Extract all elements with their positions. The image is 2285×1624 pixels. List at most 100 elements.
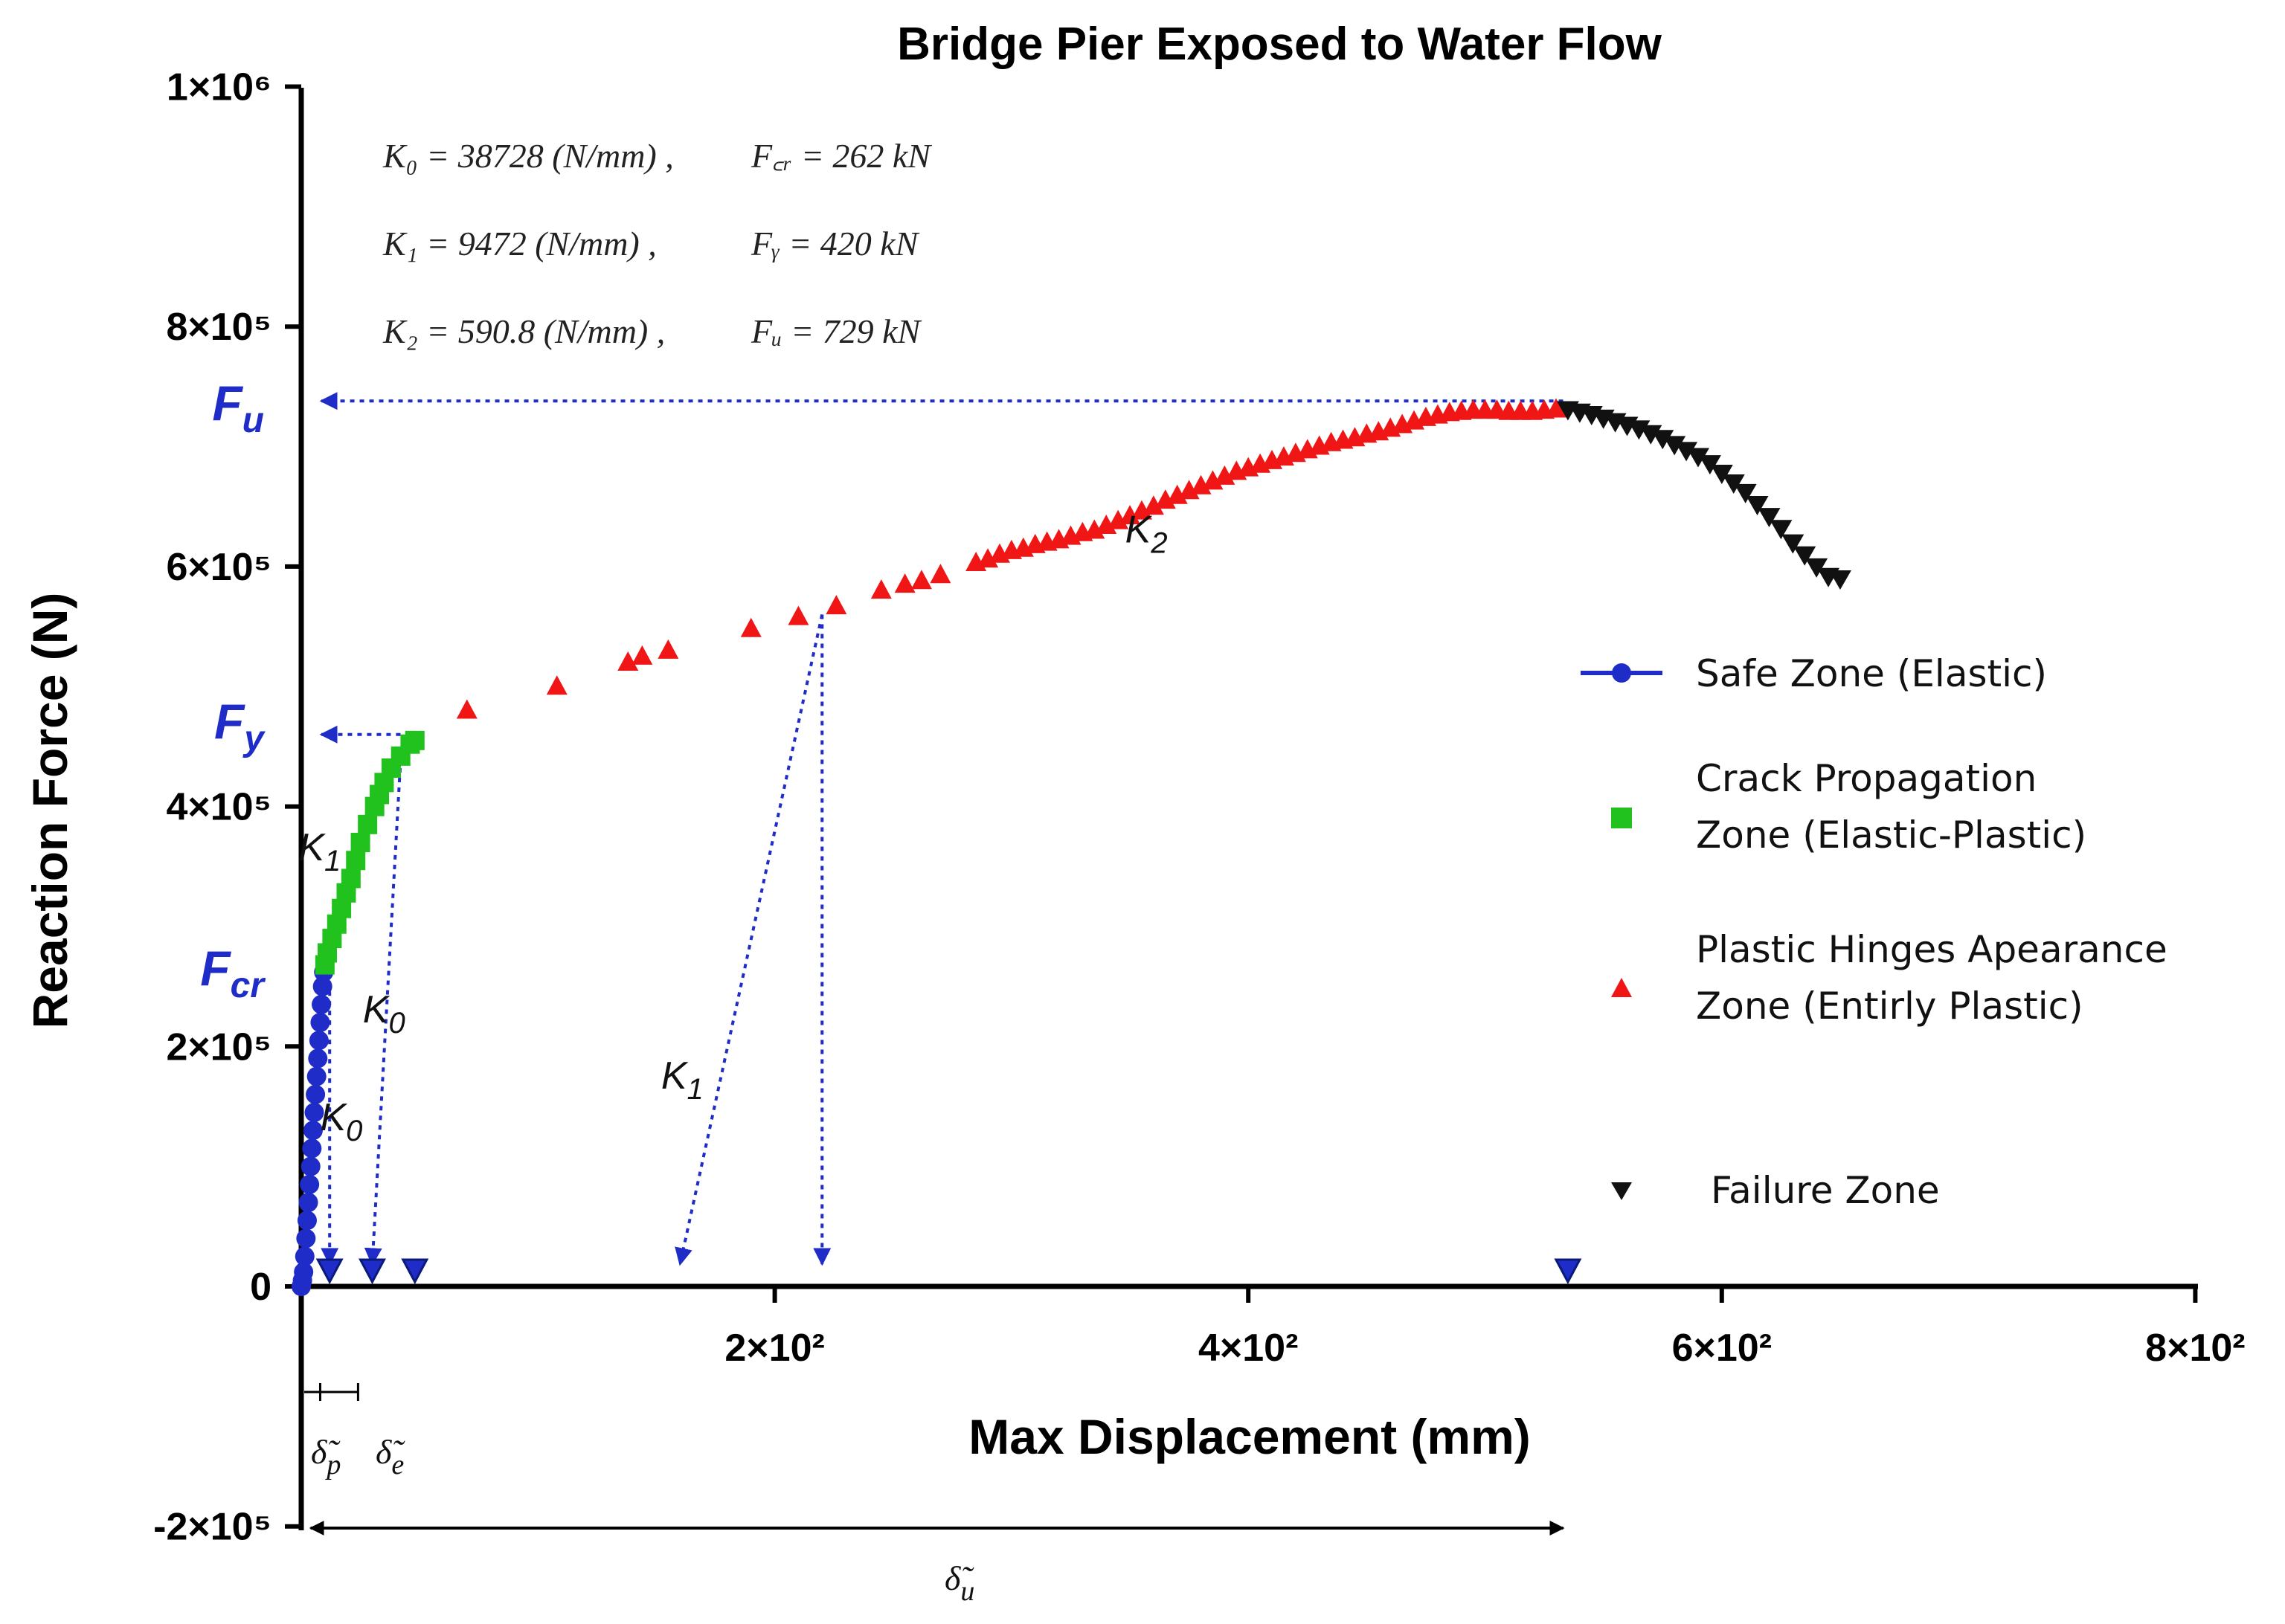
stiffness-label-4: K2 [1125,509,1168,560]
series-0-point-4 [296,1228,316,1248]
series-3-point-20 [1793,546,1816,566]
x-axis: 2×10² 4×10² 6×10² 8×10² [301,1283,2246,1370]
legend-marker-2 [1611,978,1632,997]
legend-marker-3 [1611,1182,1632,1200]
series-1-point-8 [350,833,370,853]
series-2-point-27 [1142,495,1164,515]
x-tick-label-1: 4×10² [1198,1327,1298,1370]
x-tick-label-0: 2×10² [724,1327,824,1370]
series-0-point-11 [304,1103,324,1123]
legend: Safe Zone (Elastic) Crack Propagation Zone… [1581,652,2167,1212]
series-1-point-16 [405,730,425,750]
legend-marker-0 [1612,663,1631,683]
series-0-point-16 [310,1013,330,1033]
legend-label-1-0: Crack Propagation [1696,757,2037,800]
failure-marker-0 [315,1258,344,1285]
series-3-point-12 [1698,455,1721,475]
stiffness-label-1: K0 [363,988,405,1040]
failure-marker-1 [358,1258,386,1285]
series-0-point-10 [303,1121,323,1141]
series-3-point-13 [1710,465,1733,485]
series-3-point-8 [1651,430,1674,450]
chart-title: Bridge Pier Exposed to Water Flow [897,19,1662,70]
annotation-k-1: K₁ = 9472 (N/mm) , [382,225,657,262]
series-0-point-6 [298,1193,318,1213]
k1-unload-guide-line [675,614,824,1266]
series-2-point-9 [894,573,916,593]
series-2-point-2 [617,651,639,671]
series-2-point-10 [910,570,932,590]
y-tick-label-6: 1×10⁶ [167,66,271,109]
legend-label-2-1: Zone (Entirly Plastic) [1696,985,2083,1028]
y-tick-label-4: 6×10⁵ [166,546,271,589]
annotation-f-2: Fᵤ = 729 kN [751,312,922,350]
series-0-point-17 [312,994,332,1014]
guide-lines [319,392,1563,1266]
series-2-point-0 [456,699,478,719]
failure-marker-2 [401,1258,429,1285]
x-tick-label-2: 6×10² [1672,1327,1772,1370]
annotation-f-0: F꜀ᵣ = 262 kN [751,137,932,175]
stiffness-label-0: K0 [320,1096,362,1147]
series-3-point-14 [1722,474,1745,494]
y-tick-label-0: -2×10⁵ [153,1506,271,1549]
series-0-point-14 [308,1048,328,1069]
series-2-point-7 [826,595,847,615]
series-0-point-15 [309,1031,329,1051]
series-1-point-6 [341,869,361,889]
force-label-fu: Fu [212,376,264,440]
series-2-point-61 [1545,398,1566,418]
series-3-point-17 [1758,508,1781,528]
y-axis-title: Reaction Force (N) [22,593,77,1029]
delta-u-label: δ̃u [945,1559,974,1607]
series-0-point-7 [300,1174,320,1194]
series-2-point-3 [631,645,653,665]
series-2-point-6 [788,605,809,625]
y-tick-label-2: 2×10⁵ [166,1025,271,1069]
x-tick-label-3: 8×10² [2145,1327,2245,1370]
force-label-fy: Fy [214,694,266,758]
x-axis-title: Max Displacement (mm) [968,1409,1531,1464]
stiffness-label-3: K1 [661,1054,704,1106]
legend-label-3-0: Failure Zone [1711,1169,1940,1212]
series-0-point-13 [306,1066,327,1086]
data-marks [292,398,1851,1296]
series-3-point-9 [1663,436,1686,456]
series-0-point-9 [302,1138,322,1159]
chart-labels: Fu Fy Fcr K0 K0 K1 K1 K2 δ̃p δ̃e δ̃u [200,376,1565,1607]
series-2-point-11 [930,564,951,584]
y-axis: -2×10⁵ 0 2×10⁵ 4×10⁵ 6×10⁵ 8×10⁵ 1×10⁶ [153,66,304,1549]
y-tick-label-1: 0 [250,1266,271,1309]
series-1-point-7 [346,851,366,871]
series-3-point-19 [1781,534,1804,554]
annotation-k-2: K₂ = 590.8 (N/mm) , [382,312,665,350]
series-0-point-8 [301,1156,321,1176]
series-0-point-2 [294,1262,314,1282]
legend-label-0-0: Safe Zone (Elastic) [1696,652,2047,695]
series-1-point-9 [358,814,378,834]
series-3-point-18 [1770,520,1793,540]
series-3-point-10 [1675,442,1698,462]
force-label-fcr: Fcr [200,941,266,1005]
legend-label-2-0: Plastic Hinges Apearance [1696,928,2167,971]
series-0-point-3 [295,1246,315,1266]
delta-e-label: δ̃e [376,1433,405,1480]
series-3-point-11 [1686,448,1709,468]
series-3-point-16 [1746,495,1769,515]
series-0-point-18 [312,976,332,996]
series-2-point-5 [740,617,762,637]
series-2-point-8 [870,579,892,599]
y-tick-label-5: 8×10⁵ [166,306,271,349]
delta-p-label: δ̃p [311,1433,341,1480]
series-3-point-21 [1805,558,1828,578]
y-tick-label-3: 4×10⁵ [166,786,271,829]
series-3-point-23 [1828,570,1851,590]
annotation-k-0: K₀ = 38728 (N/mm) , [382,137,674,175]
series-0-point-5 [297,1211,317,1231]
stiffness-annotations: K₀ = 38728 (N/mm) , F꜀ᵣ = 262 kN K₁ = 9472… [382,137,932,350]
legend-marker-1 [1611,808,1632,828]
annotation-f-1: Fᵧ = 420 kN [751,225,920,262]
series-2-point-1 [546,675,568,695]
series-2-point-4 [658,639,679,659]
